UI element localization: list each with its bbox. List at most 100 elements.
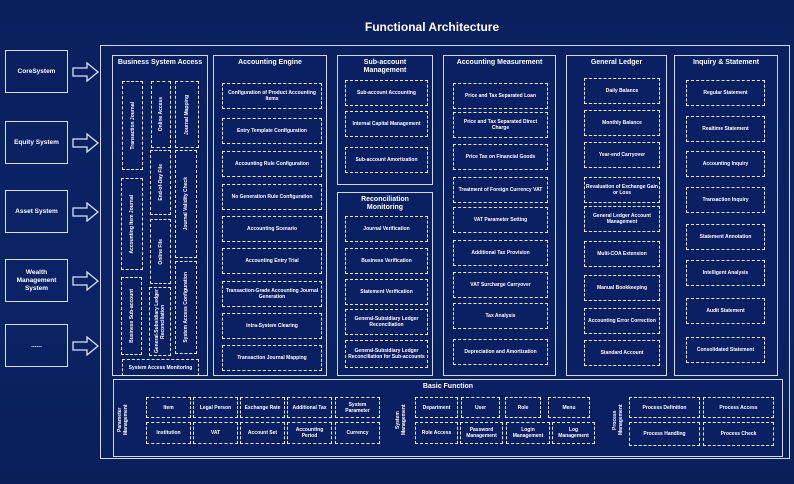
accounting-engine-item: Accounting Rule Configuration: [222, 151, 322, 177]
source-system-label: Equity System: [14, 138, 59, 146]
bsa-item: Journal Mapping: [175, 81, 199, 148]
bsa-item-label: General-Subsidiary Ledger Reconciliation: [154, 289, 166, 354]
bsa-item-label: Online Access: [158, 97, 164, 132]
process-management-item-label: Process Definition: [642, 404, 687, 411]
parameter-item-label: Account Set: [247, 430, 278, 436]
inquiry-statement-item-label: Regular Statement: [703, 90, 748, 96]
parameter-item: Legal Person: [193, 397, 238, 418]
panel-general-ledger-title: General Ledger: [590, 59, 643, 66]
reconciliation-item-label: General-Subsidiary Ledger Reconciliation: [354, 316, 419, 328]
parameter-item-label: System Parameter: [345, 401, 370, 414]
system-management-item-label: User: [474, 404, 487, 411]
parameter-management-label: Parameter Management: [116, 396, 130, 444]
source-system-box: Wealth Management System: [5, 259, 68, 302]
arrow-right-icon: [72, 202, 100, 222]
parameter-item-label: Currency: [346, 430, 369, 436]
bsa-item-label: System Access Monitoring: [128, 364, 193, 371]
general-ledger-item-label: Revaluation of Exchange Gain or Loss: [586, 184, 658, 196]
bsa-item: Journal Validity Check: [175, 150, 197, 258]
bsa-item: Business Sub-account: [121, 277, 142, 355]
process-management-item-label: Process Handling: [643, 431, 686, 437]
accounting-measurement-item: Additional Tax Provision: [453, 240, 548, 266]
system-management-item-label: Password Management: [466, 427, 497, 439]
reconciliation-item: Journal Verification: [345, 216, 428, 242]
inquiry-statement-item: Statement Annotation: [686, 224, 765, 250]
parameter-item: Exchange Rate: [240, 397, 285, 418]
system-management-item: Log Management: [552, 422, 595, 444]
parameter-item: Accounting Period: [287, 422, 332, 444]
general-ledger-item-label: Year-end Carryover: [598, 152, 646, 158]
general-ledger-item-label: General Ledger Account Management: [593, 213, 651, 225]
accounting-measurement-item: Treatment of Foreign Currency VAT: [453, 177, 548, 203]
bsa-item-label: Journal Validity Check: [183, 177, 189, 231]
system-management-item: Password Management: [460, 422, 503, 444]
accounting-engine-item-label: Accounting Entry Trial: [245, 258, 299, 264]
accounting-engine-item: Intra-System Clearing: [222, 313, 322, 339]
general-ledger-item-label: Manual Bookkeeping: [596, 285, 647, 291]
inquiry-statement-item-label: Consolidated Statement: [696, 347, 755, 353]
panel-business-system-access-title: Business System Access: [117, 59, 203, 66]
accounting-measurement-item: Price Tax on Financial Goods: [453, 144, 548, 170]
source-system-label: ......: [31, 341, 42, 349]
panel-inquiry-statement-title: Inquiry & Statement: [692, 59, 760, 66]
architecture-frame: [100, 45, 790, 459]
process-management-item: Process Access: [703, 397, 774, 418]
bsa-item: Online File: [150, 219, 171, 284]
system-management-item-label: Login Management: [512, 427, 544, 439]
inquiry-statement-item-label: Audit Statement: [706, 308, 745, 314]
sub-account-item: Sub-account Accounting: [345, 80, 428, 106]
accounting-engine-item-label: Transaction Journal Mapping: [237, 355, 307, 361]
bsa-item: Accounting Item Journal: [121, 178, 143, 270]
diagram-title: Functional Architecture: [364, 20, 500, 34]
panel-reconciliation-monitoring: Reconciliation Monitoring: [337, 192, 433, 376]
accounting-measurement-item-label: Price Tax on Financial Goods: [465, 154, 536, 160]
system-management-item-label: Department: [422, 404, 451, 411]
accounting-measurement-item-label: Treatment of Foreign Currency VAT: [458, 187, 543, 193]
accounting-engine-item: Entry Template Configuration: [222, 118, 322, 144]
accounting-measurement-item: Tax Analysis: [453, 303, 548, 329]
system-management-label: System Management: [394, 396, 408, 444]
parameter-item-label: Legal Person: [199, 404, 232, 411]
bsa-item: General-Subsidiary Ledger Reconciliation: [149, 287, 171, 356]
source-system-box: Asset System: [5, 190, 68, 233]
panel-accounting-measurement-title: Accounting Measurement: [456, 59, 543, 66]
accounting-engine-item: Transaction-Grade Accounting Journal Gen…: [222, 281, 322, 307]
inquiry-statement-item: Intelligent Analysis: [686, 260, 765, 286]
arrow-right-icon: [72, 62, 100, 82]
inquiry-statement-item-label: Accounting Inquiry: [702, 161, 749, 167]
inquiry-statement-item-label: Realtime Statement: [702, 126, 749, 132]
accounting-engine-item-label: Intra-System Clearing: [246, 323, 298, 329]
sub-account-item: Sub-account Amortization: [345, 147, 428, 173]
general-ledger-item: Accounting Error Correction: [584, 308, 660, 334]
system-management-item-label: Log Management: [558, 427, 589, 439]
bsa-item-label: Journal Mapping: [184, 94, 190, 135]
process-management-label-text: Process Management: [612, 404, 624, 436]
accounting-engine-item-label: Configuration of Product Accounting Item…: [228, 90, 316, 102]
system-management-item: User: [461, 397, 500, 418]
accounting-measurement-item: Depreciation and Amortization: [453, 339, 548, 365]
bsa-item-label: Online File: [157, 238, 164, 265]
inquiry-statement-item: Realtime Statement: [686, 116, 765, 142]
parameter-item: Account Set: [240, 422, 285, 444]
panel-inquiry-statement: Inquiry & Statement: [674, 55, 778, 376]
source-system-box: ......: [5, 324, 68, 367]
source-system-label: CoreSystem: [17, 67, 56, 75]
reconciliation-item: General-Subsidiary Ledger Reconciliation…: [345, 340, 428, 368]
general-ledger-item: Manual Bookkeeping: [584, 275, 660, 301]
source-system-label: Wealth Management System: [16, 268, 57, 292]
panel-accounting-engine-title: Accounting Engine: [238, 59, 302, 66]
bsa-item: End-of-Day File: [150, 150, 171, 215]
reconciliation-item-label: Journal Verification: [363, 226, 410, 232]
bsa-item-label: Business Sub-account: [128, 289, 135, 343]
source-system-label: Asset System: [15, 207, 58, 215]
sub-account-item-label: Sub-account Accounting: [357, 90, 416, 96]
general-ledger-item: Multi-COA Extension: [584, 241, 660, 267]
parameter-item: Item: [146, 397, 191, 418]
reconciliation-item: Business Verification: [345, 248, 428, 274]
general-ledger-item: Monthly Balance: [584, 110, 660, 136]
accounting-engine-item-label: Entry Template Configuration: [237, 128, 307, 134]
panel-sub-account-management: Sub-account Management: [337, 55, 433, 185]
accounting-engine-item-label: No Generation Rule Configuration: [231, 194, 313, 200]
inquiry-statement-item: Transaction Inquiry: [686, 187, 765, 213]
process-management-item: Process Check: [703, 422, 774, 446]
